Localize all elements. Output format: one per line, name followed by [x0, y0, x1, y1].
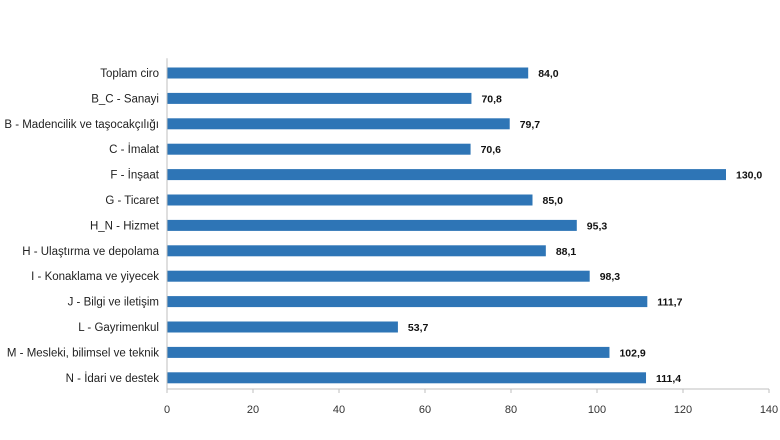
category-label: F - İnşaat	[110, 169, 159, 182]
x-tick-label: 100	[588, 404, 606, 416]
data-label: 70,8	[481, 93, 502, 105]
category-label: M - Mesleki, bilimsel ve teknik	[7, 347, 159, 359]
category-label: H - Ulaştırma ve depolama	[22, 246, 159, 258]
category-label: C - İmalat	[109, 143, 160, 156]
x-tick-label: 80	[505, 404, 517, 416]
category-labels: Toplam ciro B_C - Sanayi B - Madencilik ve…	[4, 68, 159, 385]
category-label: J - Bilgi ve iletişim	[68, 297, 159, 309]
x-tick-label: 20	[247, 404, 259, 416]
bar	[167, 194, 533, 206]
x-tick-label: 40	[333, 404, 345, 416]
value-labels: 84,0 70,8 79,7 70,6 130,0 85,0 95,3 88,1 98,3 111…	[408, 68, 763, 385]
data-label: 53,7	[408, 322, 429, 334]
bar	[167, 219, 577, 231]
bar	[167, 245, 546, 257]
data-label: 95,3	[587, 220, 608, 232]
data-label: 70,6	[481, 144, 502, 156]
category-label: B - Madencilik ve taşocakçılığı	[4, 119, 159, 131]
data-label: 98,3	[600, 271, 621, 283]
x-tick-label: 0	[164, 404, 170, 416]
category-label: N - İdari ve destek	[66, 372, 160, 385]
bar	[167, 296, 648, 308]
data-label: 102,9	[619, 347, 645, 359]
category-label: Toplam ciro	[100, 68, 159, 80]
x-axis-ticks: 0 20 40 60 80 100 120 140	[164, 389, 778, 416]
bar	[167, 372, 647, 384]
x-tick-label: 140	[760, 404, 778, 416]
category-label: G - Ticaret	[105, 195, 159, 207]
bar	[167, 92, 472, 104]
data-label: 111,4	[656, 373, 681, 385]
category-label: B_C - Sanayi	[91, 93, 159, 105]
category-label: H_N - Hizmet	[90, 220, 160, 232]
bar	[167, 143, 471, 155]
bar	[167, 169, 726, 181]
bar	[167, 321, 398, 333]
category-label: I - Konaklama ve yiyecek	[31, 271, 159, 283]
data-label: 79,7	[520, 119, 541, 131]
bar	[167, 270, 590, 282]
data-label: 84,0	[538, 68, 559, 80]
x-tick-label: 120	[674, 404, 692, 416]
data-label: 130,0	[736, 170, 762, 182]
bar	[167, 346, 610, 358]
bar	[167, 67, 529, 79]
bar	[167, 118, 510, 130]
data-label: 88,1	[556, 246, 577, 258]
category-label: L - Gayrimenkul	[78, 322, 159, 334]
bars	[167, 67, 726, 384]
data-label: 111,7	[657, 297, 682, 309]
x-tick-label: 60	[419, 404, 431, 416]
data-label: 85,0	[543, 195, 564, 207]
